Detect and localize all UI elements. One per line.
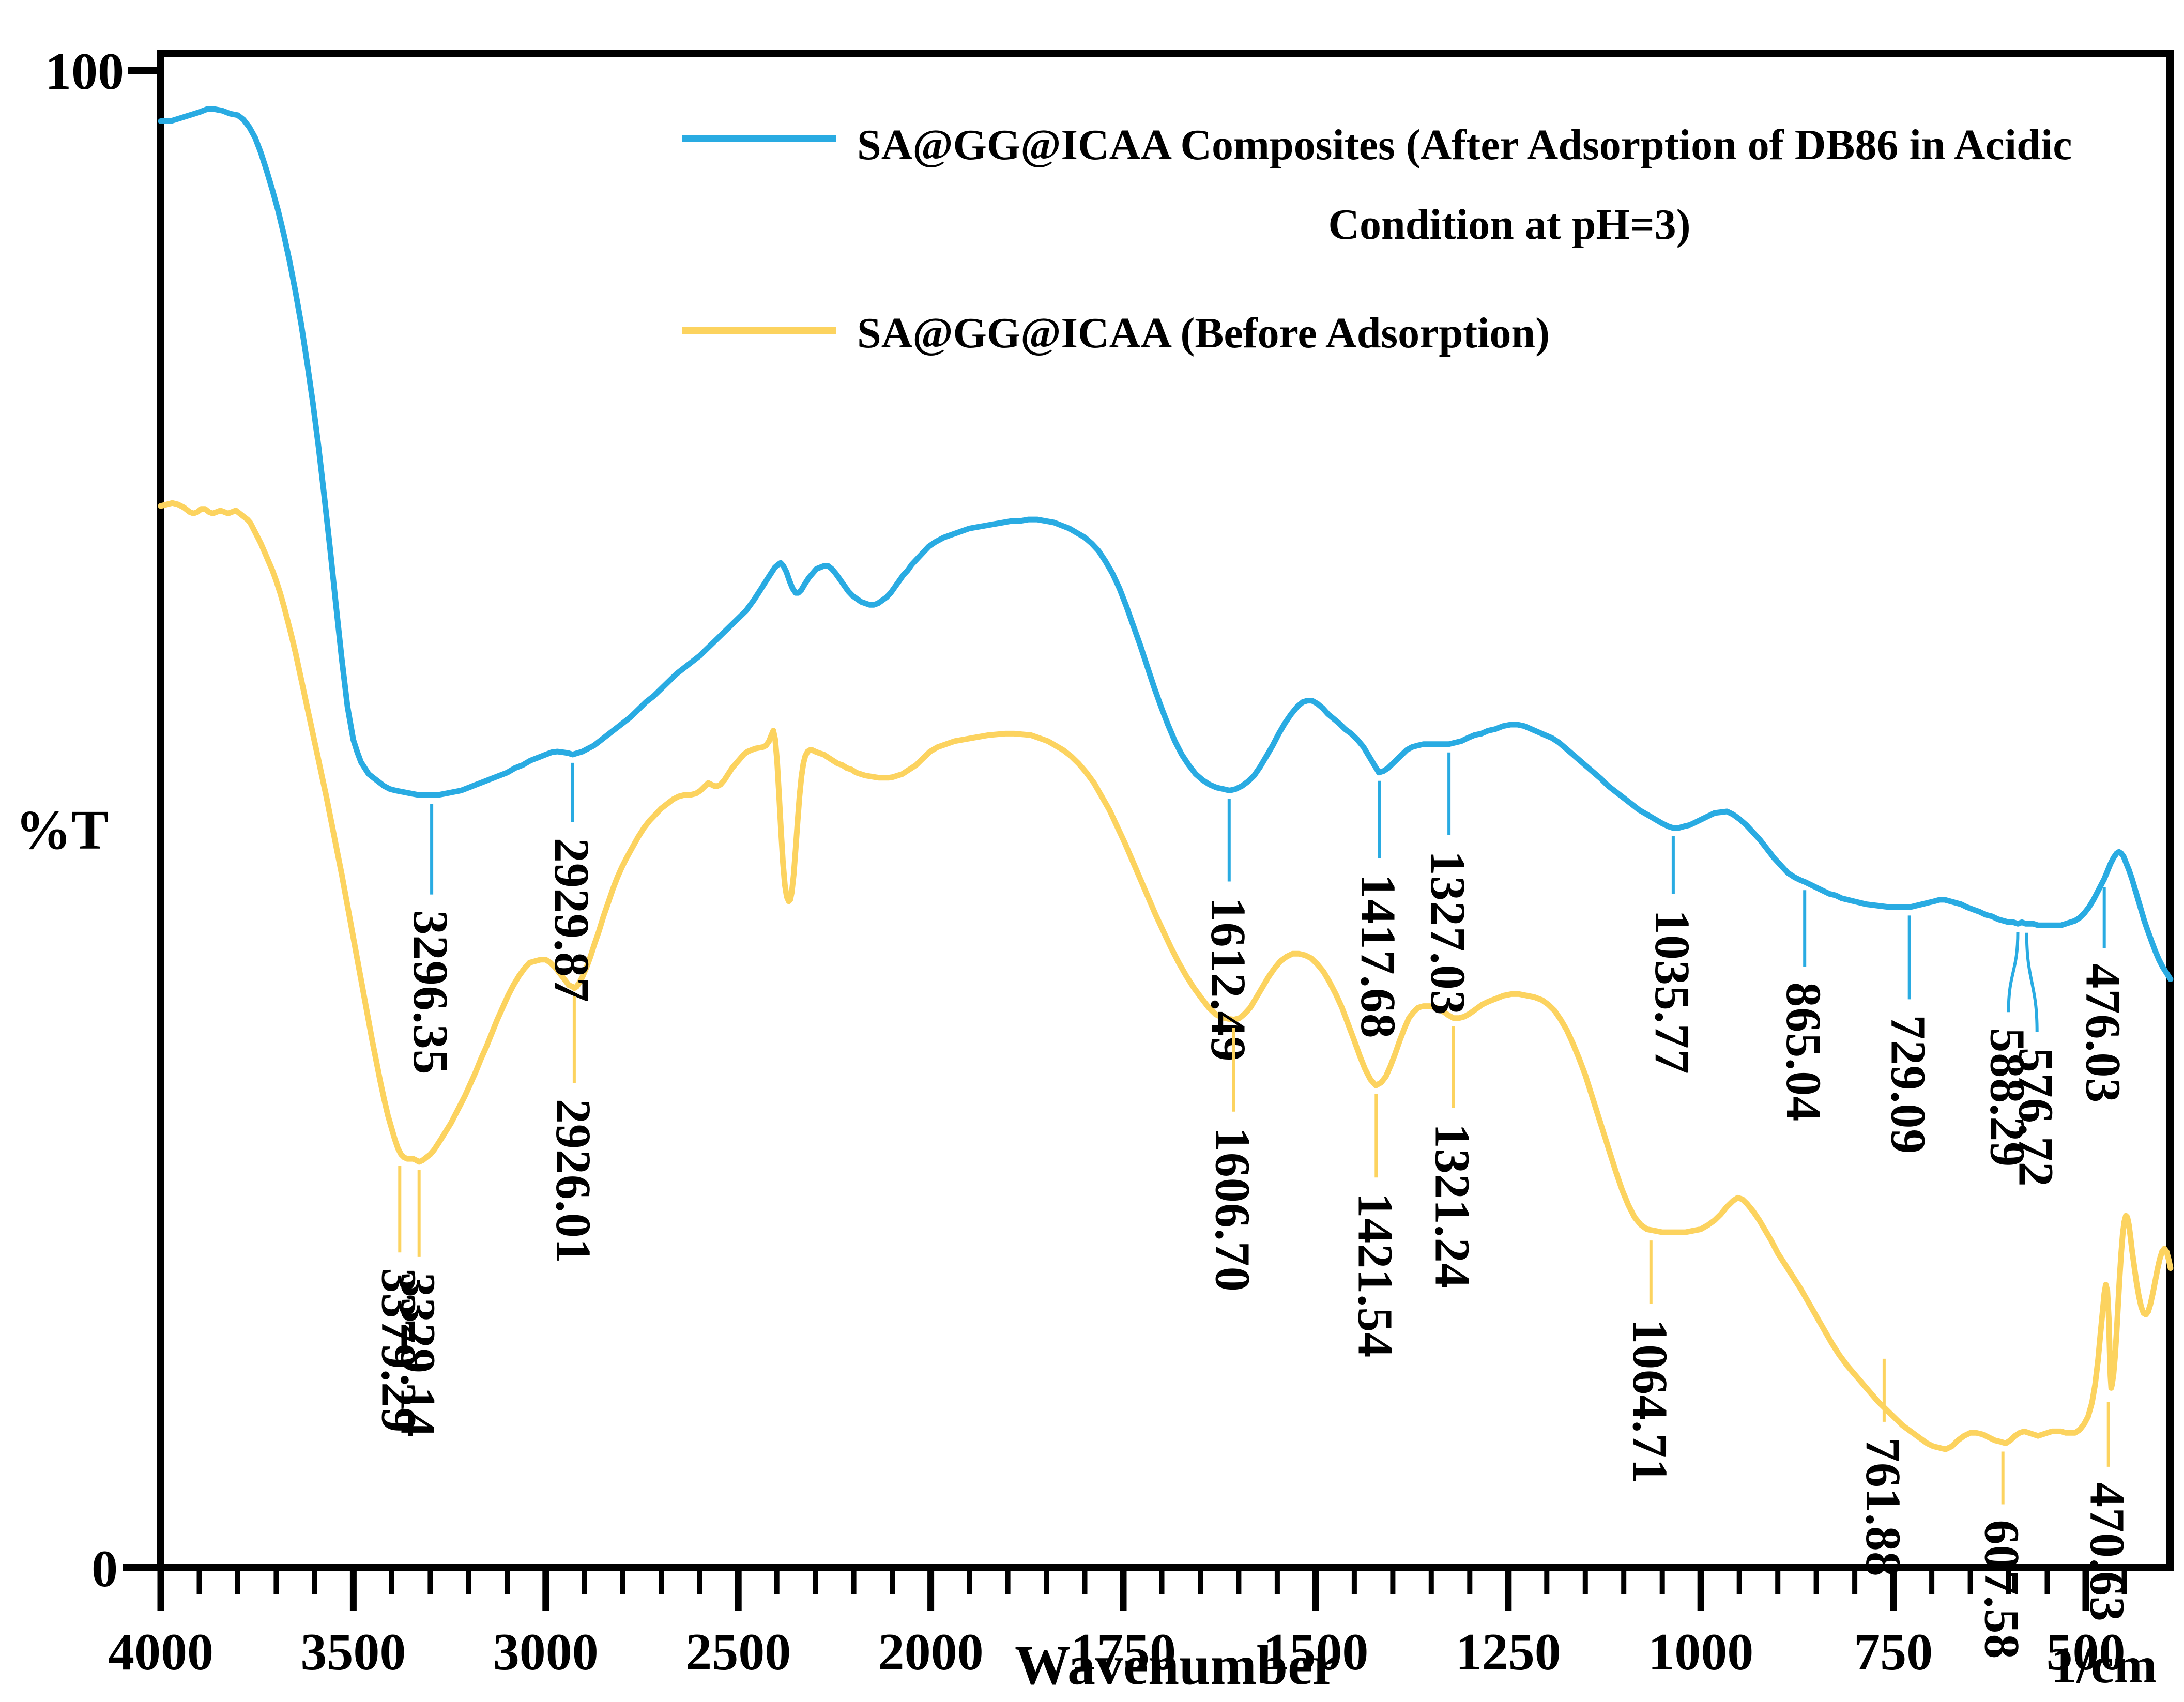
peak-label-1327.03: 1327.03 xyxy=(1421,851,1476,1016)
y-axis-label-0: 0 xyxy=(91,1540,118,1598)
x-tick-label-4000: 4000 xyxy=(108,1623,213,1681)
peak-label-729.09: 729.09 xyxy=(1881,1015,1936,1154)
peak-label-3379.29: 3379.29 xyxy=(371,1268,426,1433)
peak-label-470.63: 470.63 xyxy=(2080,1482,2135,1622)
x-tick-label-3000: 3000 xyxy=(493,1623,599,1681)
y-axis-title: %T xyxy=(16,800,109,861)
legend-label-after-adsorption-line2: Condition at pH=3) xyxy=(1328,201,1690,249)
legend: SA@GG@ICAA Composites (After Adsorption … xyxy=(682,121,2072,357)
plot-frame xyxy=(157,50,2174,1571)
legend-label-before-adsorption: SA@GG@ICAA (Before Adsorption) xyxy=(857,309,1550,357)
peak-label-1035.77: 1035.77 xyxy=(1645,910,1700,1075)
peak-label-3329.14: 3329.14 xyxy=(391,1272,446,1437)
x-tick-label-1000: 1000 xyxy=(1648,1623,1753,1681)
peak-label-1417.68: 1417.68 xyxy=(1351,874,1406,1039)
peak-label-607.58: 607.58 xyxy=(1975,1520,2030,1660)
spectra-curves xyxy=(158,106,2174,1452)
peak-label-2929.87: 2929.87 xyxy=(544,838,600,1003)
peak-label-576.72: 576.72 xyxy=(2009,1048,2064,1187)
peak-label-3296.35: 3296.35 xyxy=(403,910,459,1075)
x-tick-label-1750: 1750 xyxy=(1071,1623,1176,1681)
x-axis-title: Wavenumber xyxy=(1015,1635,1337,1696)
x-axis-ticks xyxy=(157,1568,2127,1611)
peak-label-588.29: 588.29 xyxy=(1980,1028,2036,1167)
x-tick-label-750: 750 xyxy=(1854,1623,1933,1681)
series-curve-1 xyxy=(158,500,2174,1452)
x-tick-label-500: 500 xyxy=(2046,1623,2126,1681)
x-axis-tick-labels: 4000 3500 3000 2500 2000 1750 1500 1250 1000 750 5… xyxy=(108,1623,2126,1681)
x-tick-label-2500: 2500 xyxy=(685,1623,791,1681)
peak-leader xyxy=(2025,932,2039,1032)
peak-annotations: 3296.35 2929.87 1612.49 1417.68 1327.03 1035.… xyxy=(371,752,2135,1660)
x-tick-label-2000: 2000 xyxy=(878,1623,984,1681)
peak-label-1612.49: 1612.49 xyxy=(1201,897,1256,1062)
peak-label-1421.54: 1421.54 xyxy=(1348,1193,1403,1358)
peak-label-476.03: 476.03 xyxy=(2076,963,2131,1103)
peak-label-761.88: 761.88 xyxy=(1856,1437,1911,1577)
x-tick-label-1250: 1250 xyxy=(1456,1623,1561,1681)
peak-label-865.04: 865.04 xyxy=(1776,982,1831,1122)
x-axis-unit: 1/cm xyxy=(2051,1636,2157,1694)
peak-label-1064.71: 1064.71 xyxy=(1623,1319,1678,1484)
peak-label-1606.70: 1606.70 xyxy=(1205,1127,1261,1292)
legend-label-after-adsorption-line1: SA@GG@ICAA Composites (After Adsorption … xyxy=(857,121,2072,169)
peak-label-2926.01: 2926.01 xyxy=(546,1099,601,1264)
series-curve-0 xyxy=(158,106,2174,982)
peak-label-1321.24: 1321.24 xyxy=(1425,1124,1480,1289)
x-tick-label-3500: 3500 xyxy=(300,1623,406,1681)
x-tick-label-1500: 1500 xyxy=(1263,1623,1368,1681)
y-axis-label-100: 100 xyxy=(45,42,124,101)
peak-leader xyxy=(2007,932,2020,1013)
